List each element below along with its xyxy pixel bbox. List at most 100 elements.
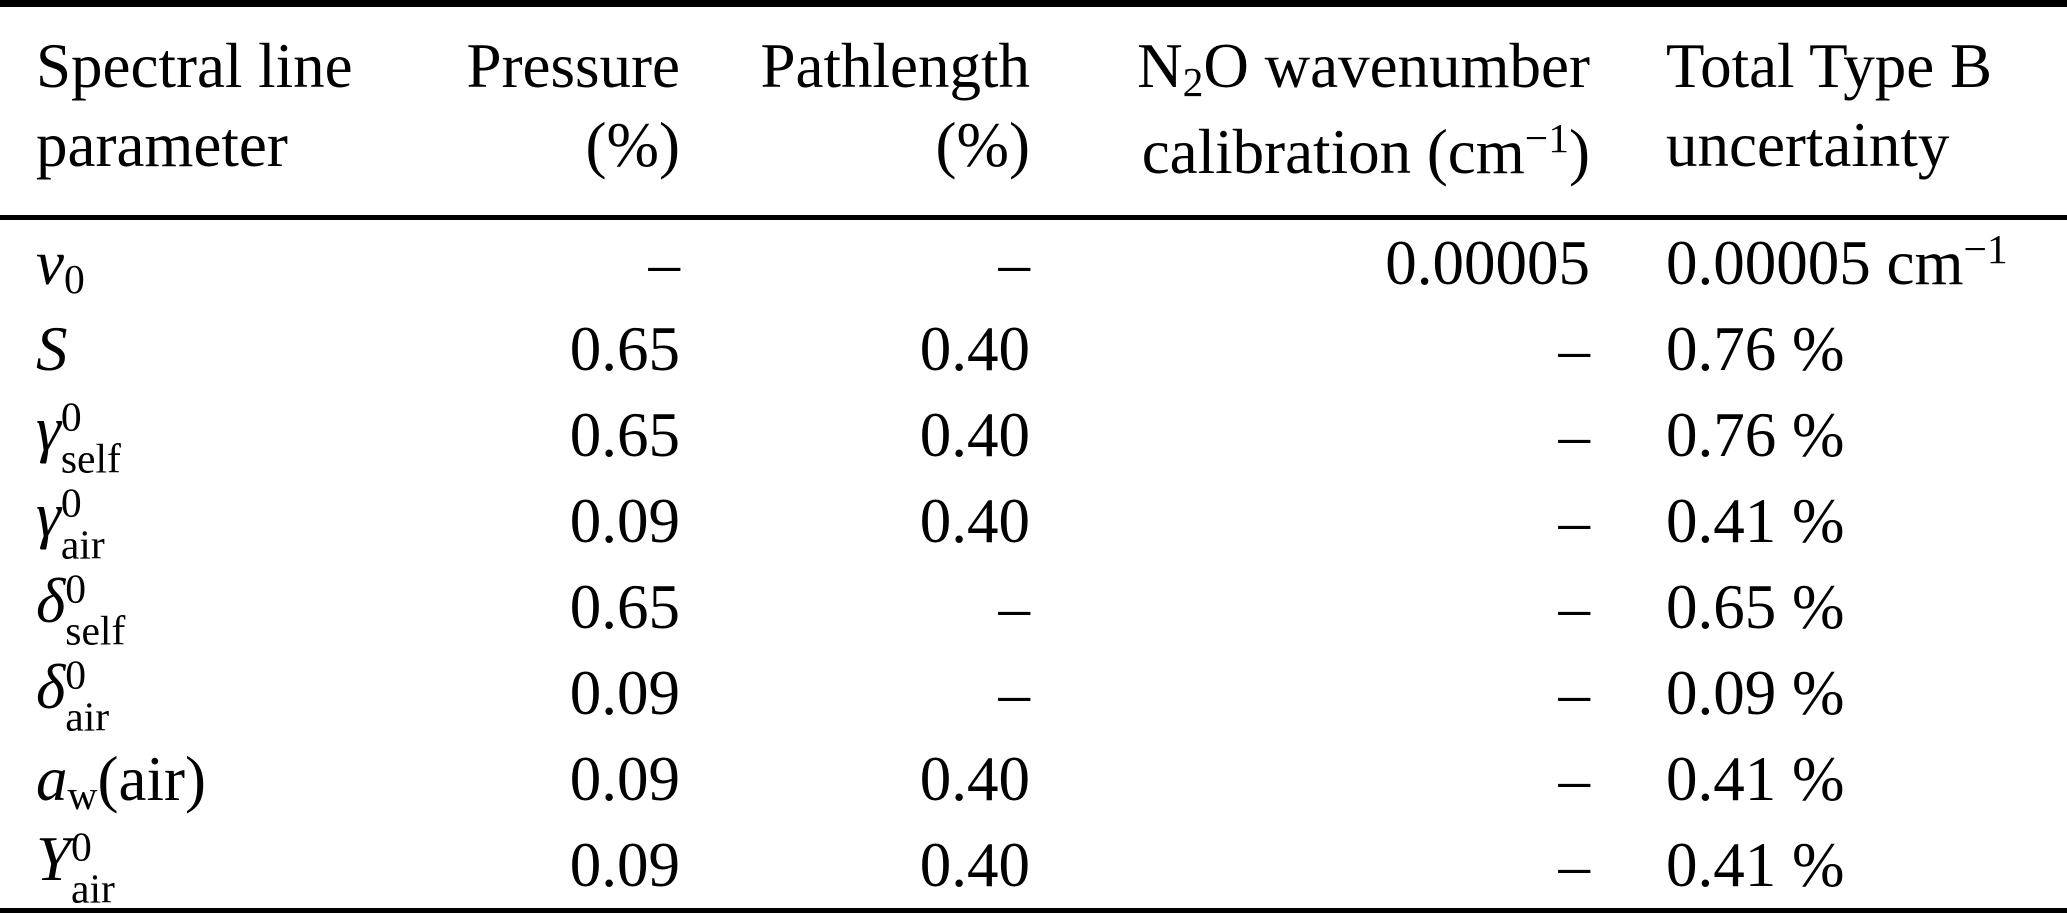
total-uncertainty-cell: 0.00005 cm−1 bbox=[1590, 218, 2067, 307]
param-cell: aw(air) bbox=[0, 736, 455, 822]
total-uncertainty-cell: 0.41 % bbox=[1590, 736, 2067, 822]
pressure-cell: 0.09 bbox=[569, 657, 680, 728]
subscript: 0 bbox=[63, 255, 85, 302]
total-uncertainty-cell: 0.65 % bbox=[1590, 564, 2067, 650]
table-body: ν0– –0.00005 0.00005 cm−1 S 0.65 0.40–0.76 % γ… bbox=[0, 218, 2067, 911]
subscript: air bbox=[71, 865, 115, 912]
table-row: Y 0 air 0.09 0.40 – 0.41 % bbox=[0, 822, 2067, 911]
text: (%) bbox=[585, 110, 680, 180]
pathlength-cell: 0.40 bbox=[919, 399, 1030, 470]
calibration-cell: – bbox=[1558, 657, 1591, 728]
total-uncertainty-cell: 0.09 % bbox=[1590, 650, 2067, 736]
pathlength-cell: 0.40 bbox=[919, 829, 1030, 900]
parameter-symbol: ν bbox=[36, 227, 64, 298]
pathlength-cell: 0.40 bbox=[919, 485, 1030, 556]
parameter-symbol: δ bbox=[36, 565, 66, 636]
table-row: ν0 – – 0.00005 0.00005 cm−1 bbox=[0, 218, 2067, 307]
sup-sub-stack: 0 self bbox=[65, 567, 125, 652]
sup-sub-stack: 0 air bbox=[71, 825, 115, 910]
column-header-4: Total Type B uncertainty bbox=[1590, 4, 2067, 218]
text: 0.41 % bbox=[1666, 485, 1845, 556]
pathlength-cell: – bbox=[998, 227, 1031, 298]
text: 0.41 % bbox=[1666, 829, 1845, 900]
text: parameter bbox=[36, 110, 288, 180]
pathlength-cell: – bbox=[998, 571, 1031, 642]
subscript: air bbox=[60, 521, 105, 568]
text: ) bbox=[1569, 117, 1590, 187]
parameter-symbol: Y bbox=[36, 823, 72, 894]
text: O wavenumber bbox=[1203, 31, 1590, 101]
calibration-cell: – bbox=[1558, 743, 1591, 814]
calibration-cell: – bbox=[1558, 399, 1591, 470]
calibration-cell: – bbox=[1558, 571, 1591, 642]
header-line2: uncertainty bbox=[1666, 106, 2067, 185]
param-cell: ν0 bbox=[0, 218, 455, 307]
parameter-symbol: γ bbox=[36, 393, 61, 464]
text: 0.00005 cm bbox=[1666, 227, 1964, 298]
superscript: 0 bbox=[65, 565, 87, 612]
calibration-cell: – bbox=[1558, 485, 1591, 556]
calibration-cell: – bbox=[1558, 829, 1591, 900]
param-cell: γ 0 self bbox=[0, 392, 455, 480]
param-cell: δ 0 air bbox=[0, 650, 455, 738]
header-line1: Pressure bbox=[455, 27, 680, 106]
text: Pressure bbox=[466, 31, 680, 101]
superscript: 0 bbox=[71, 823, 92, 870]
text: calibration (cm bbox=[1141, 117, 1525, 187]
pressure-cell: 0.65 bbox=[569, 399, 680, 470]
text: Total Type B bbox=[1666, 31, 1992, 101]
pathlength-cell: 0.40 bbox=[919, 743, 1030, 814]
parameter-symbol: S bbox=[36, 313, 68, 384]
text: 0.09 % bbox=[1666, 657, 1845, 728]
text: 0.76 % bbox=[1666, 399, 1845, 470]
sup-sub-stack: 0 air bbox=[65, 653, 109, 738]
header-line1: Pathlength bbox=[680, 27, 1030, 106]
text: uncertainty bbox=[1666, 110, 1950, 180]
column-header-2: Pathlength (%) bbox=[680, 4, 1030, 218]
text: (%) bbox=[935, 110, 1030, 180]
table-row: S 0.65 0.40 – 0.76 % bbox=[0, 306, 2067, 392]
header-line2: parameter bbox=[36, 106, 455, 185]
column-header-0: Spectral line parameter bbox=[0, 4, 455, 218]
pressure-cell: 0.09 bbox=[569, 485, 680, 556]
pressure-cell: 0.09 bbox=[569, 829, 680, 900]
header-line1: N2O wavenumber bbox=[1030, 27, 1590, 113]
total-uncertainty-cell: 0.41 % bbox=[1590, 822, 2067, 911]
param-cell: δ 0 self bbox=[0, 564, 455, 652]
pathlength-cell: 0.40 bbox=[919, 313, 1030, 384]
superscript: 0 bbox=[60, 479, 82, 526]
sup-sub-stack: 0 air bbox=[61, 481, 105, 566]
text: 0.76 % bbox=[1666, 313, 1845, 384]
pressure-cell: 0.09 bbox=[569, 743, 680, 814]
table-row: γ 0 air 0.09 0.40 – 0.41 % bbox=[0, 478, 2067, 566]
header-line2: (%) bbox=[680, 106, 1030, 185]
total-uncertainty-cell: 0.41 % bbox=[1590, 478, 2067, 564]
text: N bbox=[1137, 31, 1183, 101]
table-row: γ 0 self 0.65 0.40 – 0.76 % bbox=[0, 392, 2067, 480]
header-line2: calibration (cm−1) bbox=[1030, 113, 1590, 199]
total-uncertainty-cell: 0.76 % bbox=[1590, 306, 2067, 392]
total-uncertainty-cell: 0.76 % bbox=[1590, 392, 2067, 478]
header-line2: (%) bbox=[455, 106, 680, 185]
sup-sub-stack: 0 self bbox=[61, 395, 121, 480]
header-line1: Spectral line bbox=[36, 27, 455, 106]
superscript: 0 bbox=[65, 651, 87, 698]
text: 0.41 % bbox=[1666, 743, 1845, 814]
text: 0.65 % bbox=[1666, 571, 1845, 642]
param-cell: S bbox=[0, 306, 455, 392]
table-row: δ 0 self 0.65 – – 0.65 % bbox=[0, 564, 2067, 652]
calibration-cell: – bbox=[1558, 313, 1591, 384]
table-header: Spectral line parameter Pressure (%) Pathlen… bbox=[0, 4, 2067, 218]
pressure-cell: 0.65 bbox=[569, 313, 680, 384]
param-cell: γ 0 air bbox=[0, 478, 455, 566]
parameter-symbol: δ bbox=[36, 651, 66, 722]
table-row: δ 0 air 0.09 – – 0.09 % bbox=[0, 650, 2067, 738]
subscript: w bbox=[67, 771, 98, 818]
header-line1: Total Type B bbox=[1666, 27, 2067, 106]
calibration-cell: 0.00005 bbox=[1385, 227, 1590, 298]
pressure-cell: – bbox=[648, 227, 681, 298]
subscript: air bbox=[65, 693, 110, 740]
superscript: 0 bbox=[60, 393, 82, 440]
parameter-suffix: (air) bbox=[97, 743, 206, 814]
